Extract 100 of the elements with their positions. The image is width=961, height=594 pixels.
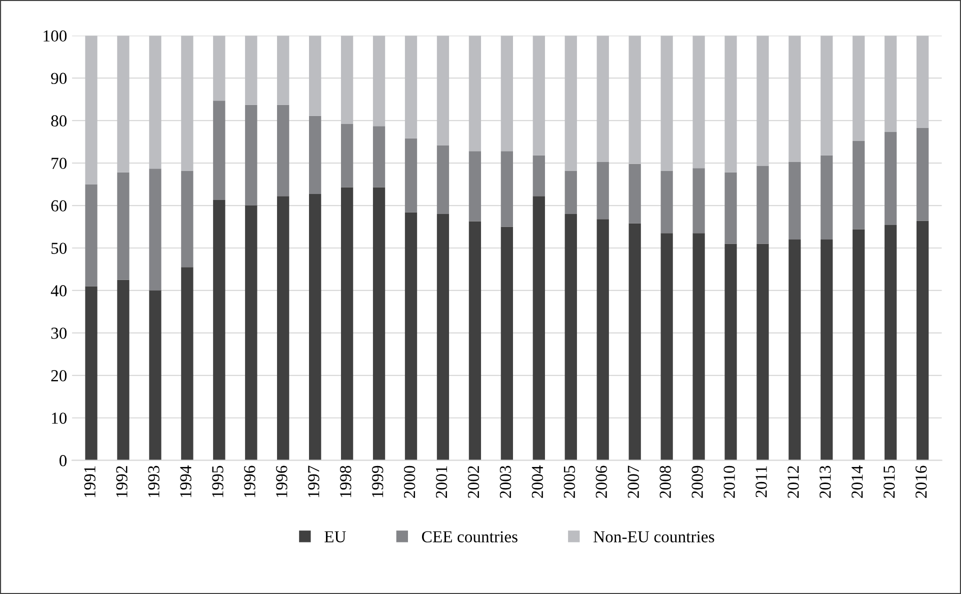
x-tick-label: 2015 <box>884 466 895 498</box>
bar <box>245 36 258 105</box>
y-tick-label: 10 <box>52 412 67 424</box>
y-tick-label: 20 <box>51 370 67 382</box>
bar <box>149 36 162 169</box>
bar <box>820 36 833 156</box>
bar <box>628 223 641 460</box>
y-tick-label: 50 <box>52 242 67 254</box>
bar <box>85 184 98 286</box>
bar <box>788 240 801 460</box>
x-tick-label: 2001 <box>436 466 448 498</box>
legend-label: EU <box>324 531 346 542</box>
bar <box>660 170 673 234</box>
x-tick-label: 1997 <box>308 466 320 498</box>
y-tick-label: 100 <box>44 30 67 42</box>
bar <box>724 36 737 172</box>
x-tick-label: 2011 <box>756 466 767 498</box>
bar <box>277 104 290 196</box>
bar <box>564 36 577 171</box>
bar <box>404 212 418 460</box>
bar <box>628 36 641 164</box>
bar <box>852 36 865 141</box>
bar <box>181 36 194 171</box>
x-tick-label: 2016 <box>916 466 927 498</box>
bar <box>117 280 130 460</box>
bar <box>532 196 545 460</box>
bar <box>500 36 514 152</box>
y-tick-label: 0 <box>60 455 67 466</box>
y-tick-label: 30 <box>51 328 67 339</box>
y-tick-label: 70 <box>52 158 67 169</box>
x-tick-label: 2014 <box>852 465 863 498</box>
x-tick-label: 1996 <box>276 466 288 498</box>
bar <box>788 36 801 162</box>
bar <box>117 172 130 280</box>
bar <box>404 36 418 138</box>
bar <box>468 221 482 460</box>
bar <box>372 126 386 188</box>
bar <box>340 124 354 188</box>
bar <box>436 145 450 214</box>
x-tick-label: 1993 <box>148 466 160 498</box>
bar <box>596 162 609 220</box>
bar <box>916 36 929 128</box>
bar <box>788 162 801 240</box>
x-tick-label: 1995 <box>212 466 224 498</box>
bar <box>149 168 162 290</box>
bar <box>596 219 609 460</box>
x-tick-label: 2005 <box>564 466 576 498</box>
bar <box>245 206 258 460</box>
bar <box>181 170 194 268</box>
bar <box>660 233 673 460</box>
bar <box>532 36 545 156</box>
bar <box>85 286 98 460</box>
bar <box>436 36 450 146</box>
bar <box>852 229 865 460</box>
legend-label: Non-EU countries <box>594 531 714 542</box>
x-tick-label: 2006 <box>596 466 608 498</box>
bar <box>884 132 897 226</box>
x-tick-label: 1991 <box>84 466 96 498</box>
y-tick-label: 90 <box>51 72 67 84</box>
y-tick-label: 80 <box>51 115 67 127</box>
x-tick-label: 1998 <box>340 466 352 498</box>
y-tick-label: 60 <box>51 200 67 212</box>
bar <box>820 240 833 460</box>
x-tick-label: 1992 <box>116 466 128 498</box>
x-tick-label: 2008 <box>660 466 671 498</box>
bar <box>532 155 545 196</box>
bar <box>692 168 705 234</box>
bar <box>564 170 577 214</box>
x-tick-label: 2002 <box>468 466 480 498</box>
bar <box>213 200 226 460</box>
bar <box>404 138 418 212</box>
bar <box>692 36 705 168</box>
x-tick-label: 1996 <box>244 466 256 498</box>
bar <box>756 166 769 244</box>
bar <box>852 140 865 230</box>
bar <box>213 100 226 200</box>
bar <box>309 116 322 194</box>
bar <box>117 36 130 172</box>
bar <box>340 36 354 124</box>
bar <box>309 194 322 460</box>
bar <box>149 290 162 460</box>
x-tick-label: 2004 <box>532 465 544 498</box>
x-tick-label: 2000 <box>404 466 416 498</box>
bar <box>916 220 929 460</box>
bar <box>277 36 290 105</box>
bar <box>564 214 577 460</box>
bar <box>596 36 609 162</box>
bar <box>468 36 482 152</box>
legend-label: CEE countries <box>422 531 518 542</box>
x-tick-label: 1999 <box>372 466 384 498</box>
x-tick-label: 2009 <box>692 466 703 498</box>
x-tick-label: 2010 <box>724 466 735 498</box>
bar <box>628 164 641 224</box>
bar <box>181 267 194 460</box>
bar <box>756 36 769 166</box>
bar <box>277 196 290 460</box>
bar <box>724 244 737 460</box>
bar <box>372 36 386 126</box>
bar <box>213 36 226 101</box>
bar <box>468 151 482 222</box>
